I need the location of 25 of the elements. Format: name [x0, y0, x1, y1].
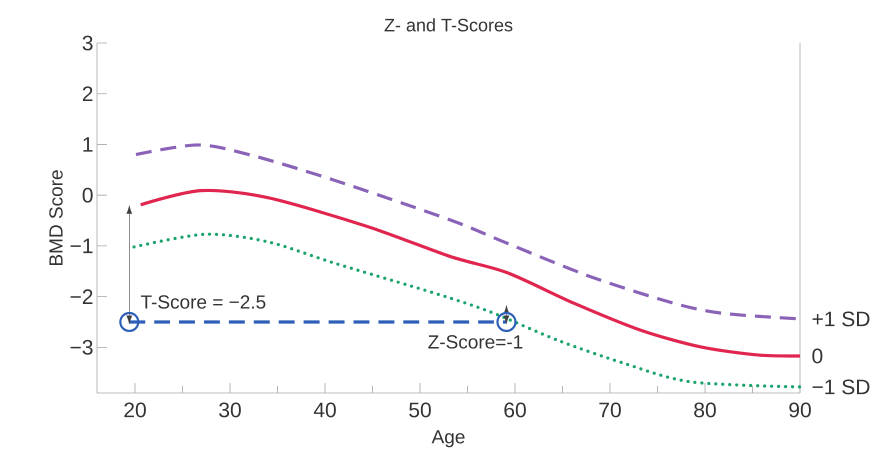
series-label: +1 SD [812, 312, 870, 326]
x-tick-label: 30 [219, 402, 241, 418]
x-tick-label: 70 [599, 402, 621, 418]
y-tick-label: 3 [82, 36, 93, 50]
x-tick-label: 20 [124, 402, 146, 418]
y-tick-label: 1 [83, 137, 92, 152]
y-tick-label: 0 [82, 188, 93, 203]
y-axis-title: BMD Score [49, 170, 63, 266]
series-label: 0 [812, 348, 822, 364]
y-tick-label: 2 [82, 86, 92, 102]
line-series [132, 232, 802, 389]
x-tick-label: 40 [314, 402, 336, 418]
x-tick-label: 80 [694, 402, 716, 418]
y-tick-label: −3 [70, 340, 93, 355]
x-axis-title: Age [432, 430, 465, 448]
chart-title: Z- and T-Scores [384, 18, 512, 32]
x-tick-label: 90 [789, 402, 811, 418]
y-tick-label: −1 [70, 238, 92, 254]
annotation: Z-Score=-1 [428, 335, 522, 349]
line-series [139, 188, 802, 358]
x-tick-label: 60 [504, 402, 526, 418]
series-label: −1 SD [812, 379, 870, 394]
annotation: T-Score = −2.5 [140, 295, 266, 309]
x-tick-label: 50 [409, 402, 431, 418]
y-tick-label: −2 [70, 289, 92, 304]
